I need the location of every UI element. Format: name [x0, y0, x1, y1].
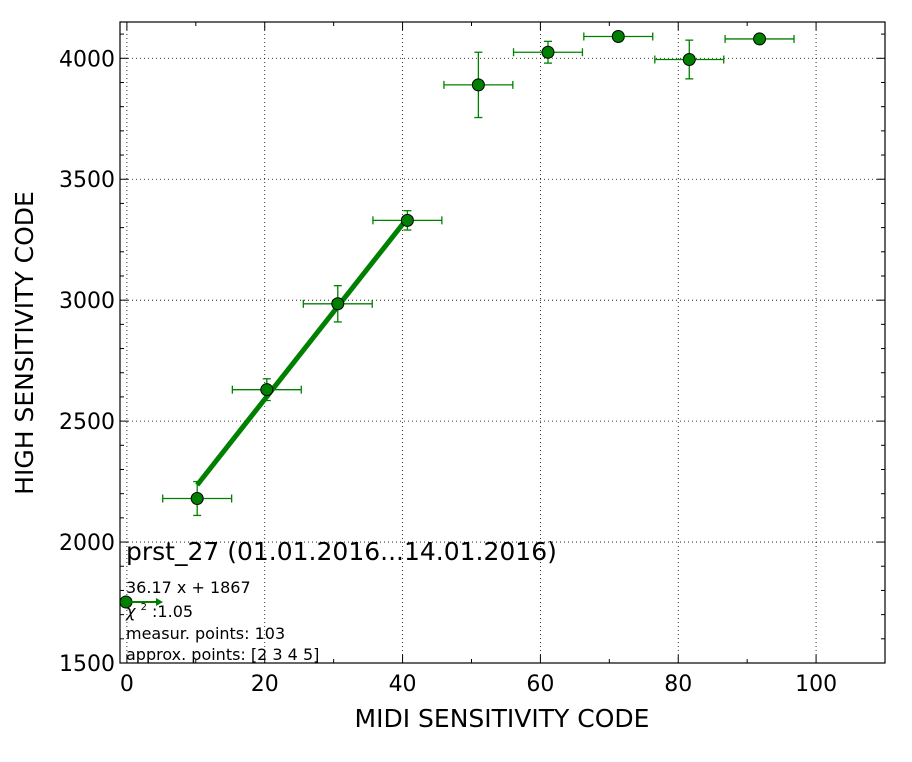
data-point	[190, 492, 204, 506]
x-tick-label: 80	[664, 672, 692, 697]
data-point	[471, 78, 485, 92]
chi-power: 2	[141, 602, 147, 613]
tick-labels: 0 20 40 60 80 100 1500 2000 2500 3000 3500 4000	[59, 47, 837, 697]
tick-marks	[120, 22, 885, 664]
fit-line-group	[195, 216, 410, 487]
x-tick-label: 60	[526, 672, 554, 697]
y-axis-label: HIGH SENSITIVITY CODE	[10, 191, 39, 495]
y-tick-label: 2000	[59, 531, 115, 556]
approx-points-label: approx. points: [2 3 4 5]	[126, 645, 319, 664]
legend	[119, 595, 163, 609]
annotation-block: prst_27 (01.01.2016...14.01.2016) 36.17 …	[125, 537, 557, 664]
fit-equation: 36.17 x + 1867	[126, 578, 251, 597]
data-point	[541, 45, 555, 59]
plot-frame	[119, 21, 886, 664]
x-tick-label: 100	[795, 672, 837, 697]
data-point	[400, 213, 414, 227]
chart-annotation-title: prst_27 (01.01.2016...14.01.2016)	[126, 537, 557, 566]
x-tick-label: 20	[251, 672, 279, 697]
data-point	[260, 383, 274, 397]
y-tick-label: 2500	[59, 410, 115, 435]
y-tick-label: 4000	[59, 47, 115, 72]
y-tick-label: 1500	[59, 652, 115, 677]
legend-arrow-icon	[156, 598, 163, 606]
data-points	[190, 30, 767, 506]
data-point	[682, 52, 696, 66]
data-point	[611, 30, 625, 44]
error-bars	[162, 32, 795, 517]
x-tick-label: 40	[389, 672, 417, 697]
measur-points-label: measur. points: 103	[126, 624, 285, 643]
y-tick-label: 3000	[59, 289, 115, 314]
chi-value: :1.05	[152, 602, 193, 621]
data-point	[753, 32, 767, 46]
chi-symbol: χ	[125, 602, 136, 621]
fit-line	[195, 216, 410, 487]
x-tick-label: 0	[120, 672, 134, 697]
chi-square-label: χ 2 :1.05	[125, 595, 193, 621]
data-point	[331, 297, 345, 311]
x-axis-label: MIDI SENSITIVITY CODE	[355, 704, 650, 733]
grid	[120, 22, 885, 663]
y-tick-label: 3500	[59, 168, 115, 193]
